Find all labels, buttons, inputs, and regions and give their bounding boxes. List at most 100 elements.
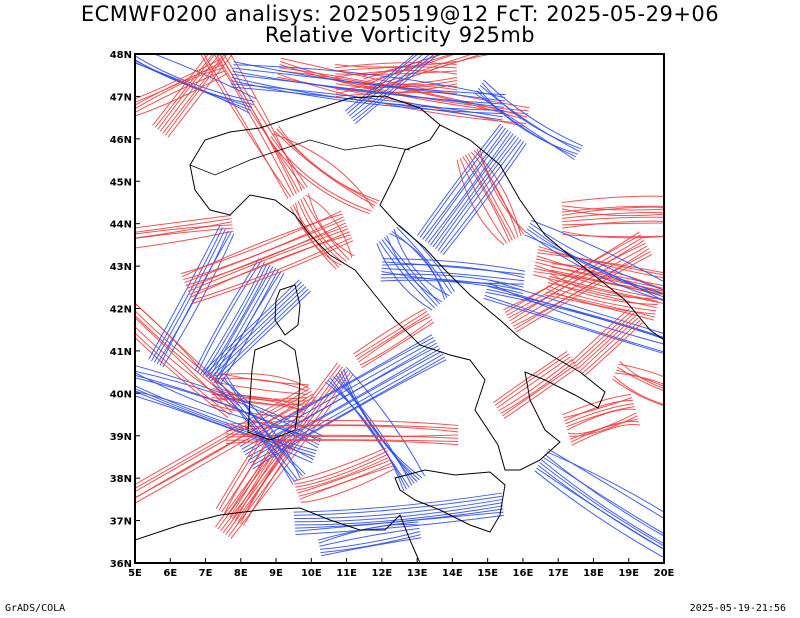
contour-line bbox=[581, 319, 641, 374]
contour-line bbox=[219, 272, 285, 386]
contour-line bbox=[319, 530, 421, 550]
contour-line bbox=[335, 85, 458, 94]
contour-line bbox=[216, 270, 282, 384]
contour-line bbox=[358, 316, 431, 363]
lat-tick-label: 46N bbox=[110, 135, 132, 146]
contour-line bbox=[617, 366, 664, 392]
contour-line bbox=[135, 388, 310, 489]
contour-line bbox=[293, 447, 387, 482]
contour-line bbox=[535, 258, 664, 287]
lat-tick-label: 45N bbox=[110, 177, 132, 188]
contour-line bbox=[515, 253, 653, 333]
contour-line bbox=[534, 267, 664, 296]
contour-line bbox=[135, 332, 231, 416]
contour-line bbox=[566, 408, 636, 431]
contour-line bbox=[476, 90, 577, 158]
contour-line bbox=[208, 266, 274, 379]
contour-line bbox=[381, 267, 525, 282]
lon-tick-label: 15E bbox=[477, 568, 498, 579]
contour-line bbox=[295, 453, 389, 488]
contour-line bbox=[223, 376, 304, 477]
contour-line bbox=[135, 59, 253, 108]
contour-line bbox=[319, 527, 420, 547]
contour-line bbox=[156, 230, 229, 365]
contour-line bbox=[272, 133, 374, 209]
contour-line bbox=[381, 273, 524, 288]
contour-line bbox=[135, 399, 317, 504]
contour-line bbox=[242, 442, 295, 526]
contour-line bbox=[398, 224, 455, 292]
contour-line bbox=[300, 468, 395, 503]
contour-line bbox=[570, 420, 640, 443]
contour-line bbox=[164, 54, 228, 136]
contour-line bbox=[207, 283, 305, 377]
contour-line bbox=[547, 448, 664, 519]
contour-line bbox=[536, 467, 664, 550]
contour-line bbox=[564, 400, 633, 422]
contour-line bbox=[215, 382, 296, 483]
map-subtitle: Relative Vorticity 925mb bbox=[264, 23, 536, 47]
coastline-sardinia bbox=[247, 339, 301, 441]
contour-line bbox=[297, 459, 392, 494]
contour-line bbox=[233, 64, 506, 99]
contour-line bbox=[211, 288, 309, 381]
lat-tick-label: 37N bbox=[110, 517, 132, 528]
coastline-italy bbox=[189, 95, 606, 471]
contour-line bbox=[546, 451, 664, 513]
contour-line bbox=[213, 384, 294, 485]
contour-line bbox=[381, 264, 525, 279]
lon-tick-label: 11E bbox=[336, 568, 357, 579]
contour-line bbox=[393, 229, 450, 297]
contour-line bbox=[268, 138, 370, 215]
contour-line bbox=[419, 125, 504, 238]
contour-line bbox=[584, 322, 643, 377]
contour-line bbox=[538, 245, 664, 279]
contour-line bbox=[348, 54, 424, 117]
contour-line bbox=[227, 372, 351, 537]
contour-line bbox=[135, 227, 233, 239]
lon-tick-label: 20E bbox=[654, 568, 675, 579]
contour-line bbox=[294, 450, 388, 485]
contour-line bbox=[300, 198, 347, 262]
footer-timestamp: 2025-05-19-21:56 bbox=[689, 603, 786, 614]
footer-software-label: GrADS/COLA bbox=[5, 603, 66, 614]
contour-line bbox=[483, 79, 584, 147]
contour-line bbox=[561, 195, 664, 204]
contour-line bbox=[135, 230, 234, 249]
contour-line bbox=[135, 390, 312, 493]
contour-line bbox=[565, 403, 634, 425]
contour-line bbox=[335, 69, 458, 78]
contour-line bbox=[361, 321, 435, 369]
contour-line bbox=[571, 308, 630, 362]
contour-line bbox=[294, 505, 504, 526]
contour-line bbox=[432, 135, 517, 248]
contour-line bbox=[231, 80, 504, 115]
lon-tick-label: 19E bbox=[618, 568, 639, 579]
contour-line bbox=[295, 514, 504, 535]
contour-line bbox=[545, 291, 655, 318]
contour-line bbox=[135, 390, 315, 458]
contour-line bbox=[135, 310, 244, 402]
contour-line bbox=[215, 362, 338, 528]
contour-line bbox=[577, 315, 637, 370]
contour-line bbox=[213, 269, 279, 383]
coastline-corsica bbox=[274, 284, 301, 336]
contour-line bbox=[232, 73, 505, 108]
lat-tick-label: 47N bbox=[110, 92, 132, 103]
contour-line bbox=[226, 420, 459, 426]
contour-line bbox=[184, 219, 346, 284]
contour-line bbox=[330, 378, 410, 488]
contour-line bbox=[135, 64, 224, 106]
contour-line bbox=[459, 157, 508, 244]
contour-line bbox=[537, 464, 664, 551]
lat-tick-label: 42N bbox=[110, 305, 132, 316]
contour-line bbox=[135, 224, 233, 235]
contour-line bbox=[203, 54, 289, 200]
contour-line bbox=[541, 459, 664, 545]
contour-line bbox=[389, 232, 445, 300]
contour-line bbox=[205, 264, 271, 378]
contour-line bbox=[270, 136, 372, 212]
contour-line bbox=[162, 54, 225, 134]
contour-line bbox=[561, 205, 664, 213]
contour-line bbox=[546, 285, 657, 312]
